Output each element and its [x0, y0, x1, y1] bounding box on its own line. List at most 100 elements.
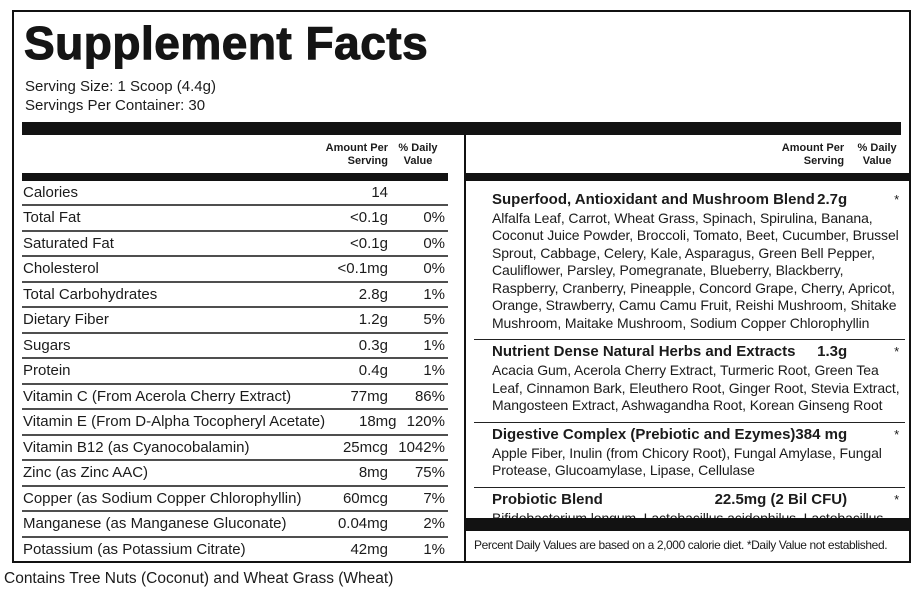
table-row: Vitamin C (From Acerola Cherry Extract) 7…	[22, 382, 448, 409]
blend-dv-asterisk: *	[894, 191, 900, 207]
nutrient-dv: 86%	[414, 387, 445, 405]
nutrient-amount: 60mcg	[342, 489, 388, 507]
nutrient-dv: 0%	[423, 209, 445, 227]
daily-value-footnote: Percent Daily Values are based on a 2,00…	[474, 538, 888, 552]
table-row: Calories 14	[22, 181, 448, 205]
nutrient-dv: 1042%	[398, 438, 445, 456]
nutrient-dv: 1%	[423, 336, 445, 354]
nutrient-name: Vitamin E (From D-Alpha Tocopheryl Aceta…	[23, 413, 326, 431]
table-row: Sugars 0.3g 1%	[22, 331, 448, 358]
blend-dv-asterisk: *	[894, 491, 900, 507]
daily-value-header: % Daily Value	[857, 141, 897, 167]
nutrient-amount: <0.1g	[350, 234, 388, 252]
nutrient-dv: 0%	[423, 260, 445, 278]
nutrient-name: Copper (as Sodium Copper Chlorophyllin)	[23, 489, 302, 507]
nutrient-amount: 42mg	[350, 540, 388, 558]
blend-ingredients: Acacia Gum, Acerola Cherry Extract, Turm…	[492, 362, 900, 414]
nutrient-rows: Calories 14 Total Fat <0.1g 0% Saturated Fa…	[22, 181, 448, 561]
serving-size: Serving Size: 1 Scoop (4.4g)	[25, 77, 216, 95]
table-row: Total Fat <0.1g 0%	[22, 204, 448, 230]
blend-ingredients: Apple Fiber, Inulin (from Chicory Root),…	[492, 444, 882, 479]
allergen-statement: Contains Tree Nuts (Coconut) and Wheat G…	[4, 570, 394, 587]
blend-section: Digestive Complex (Prebiotic and Ezymes)…	[474, 423, 906, 488]
blend-name: Probiotic Blend	[492, 490, 603, 508]
table-row: Zinc (as Zinc AAC) 8mg 75%	[22, 459, 448, 485]
nutrient-name: Total Carbohydrates	[23, 285, 158, 303]
left-column-header: Amount Per Serving % Daily Value	[22, 135, 448, 173]
nutrient-dv: 5%	[423, 311, 445, 329]
blend-section: Superfood, Antioxidant and Mushroom Blen…	[474, 188, 906, 341]
table-row: Vitamin B12 (as Cyanocobalamin) 25mcg 1042…	[22, 433, 448, 460]
facts-columns: Amount Per Serving % Daily Value Calorie…	[22, 134, 911, 561]
table-row: Total Carbohydrates 2.8g 1%	[22, 280, 448, 307]
nutrient-dv: 1%	[423, 540, 445, 558]
page-title: Supplement Facts	[23, 17, 429, 69]
blend-name: Superfood, Antioxidant and Mushroom Blen…	[492, 190, 815, 208]
blend-amount: 2.7g	[817, 190, 848, 208]
nutrient-name: Vitamin C (From Acerola Cherry Extract)	[23, 387, 292, 405]
nutrient-name: Calories	[23, 183, 79, 201]
nutrient-amount: 2.8g	[358, 285, 388, 303]
nutrient-amount: 25mcg	[342, 438, 388, 456]
right-column-header: Amount Per Serving % Daily Value	[466, 135, 910, 173]
blend-amount: 1.3g	[817, 343, 848, 361]
blend-amount: 22.5mg (2 Bil CFU)	[714, 490, 848, 508]
table-row: Potassium (as Potassium Citrate) 42mg 1%	[22, 535, 448, 562]
nutrient-name: Zinc (as Zinc AAC)	[23, 464, 149, 482]
nutrient-amount: 0.4g	[358, 362, 388, 380]
nutrient-amount: 14	[371, 183, 388, 201]
blend-section: Nutrient Dense Natural Herbs and Extract…	[474, 340, 906, 423]
nutrient-amount: 8mg	[358, 464, 388, 482]
nutrient-name: Manganese (as Manganese Gluconate)	[23, 515, 287, 533]
nutrient-name: Total Fat	[23, 209, 81, 227]
nutrient-dv: 1%	[423, 362, 445, 380]
table-row: Protein 0.4g 1%	[22, 357, 448, 383]
nutrient-amount: 0.04mg	[337, 515, 388, 533]
blend-sections: Superfood, Antioxidant and Mushroom Blen…	[466, 181, 910, 518]
nutrient-dv: 7%	[423, 489, 445, 507]
right-header-divider-bar	[466, 172, 911, 181]
table-row: Copper (as Sodium Copper Chlorophyllin) 6…	[22, 484, 448, 511]
amount-per-serving-header: Amount Per Serving	[781, 141, 845, 167]
nutrient-name: Potassium (as Potassium Citrate)	[23, 540, 246, 558]
blend-ingredients: Bifidobacterium longum, Lactobacillus ac…	[492, 509, 884, 518]
nutrient-table: Amount Per Serving % Daily Value Calorie…	[22, 135, 448, 561]
nutrient-amount: 18mg	[358, 413, 397, 431]
nutrient-dv: 75%	[414, 464, 445, 482]
table-row: Manganese (as Manganese Gluconate) 0.04mg…	[22, 510, 448, 536]
nutrient-amount: <0.1mg	[337, 260, 388, 278]
nutrient-name: Vitamin B12 (as Cyanocobalamin)	[23, 438, 250, 456]
nutrient-name: Dietary Fiber	[23, 311, 109, 329]
supplement-facts-panel: Supplement Facts Serving Size: 1 Scoop (…	[12, 10, 911, 563]
blends-panel: Amount Per Serving % Daily Value Superfo…	[464, 134, 918, 561]
nutrient-amount: 77mg	[350, 387, 388, 405]
blend-dv-asterisk: *	[894, 426, 900, 442]
blend-name: Nutrient Dense Natural Herbs and Extract…	[492, 343, 796, 361]
table-row: Vitamin E (From D-Alpha Tocopheryl Aceta…	[22, 408, 448, 434]
blend-section: Probiotic Blend 22.5mg (2 Bil CFU) * Bif…	[474, 488, 905, 518]
servings-per-container: Servings Per Container: 30	[25, 96, 206, 114]
nutrient-dv: 120%	[406, 413, 445, 431]
blend-ingredients: Alfalfa Leaf, Carrot, Wheat Grass, Spina…	[492, 209, 899, 331]
table-row: Dietary Fiber 1.2g 5%	[22, 306, 448, 332]
top-divider-bar	[22, 121, 901, 135]
daily-value-header: % Daily Value	[398, 141, 438, 167]
table-row: Saturated Fat <0.1g 0%	[22, 229, 448, 256]
blend-dv-asterisk: *	[894, 344, 900, 360]
blend-amount: 384 mg	[795, 425, 848, 443]
blend-name: Digestive Complex (Prebiotic and Ezymes)	[492, 425, 796, 443]
nutrient-name: Sugars	[23, 336, 71, 354]
nutrient-amount: 0.3g	[358, 336, 388, 354]
footnote-divider-bar	[466, 518, 911, 531]
nutrient-dv: 2%	[423, 515, 445, 533]
amount-per-serving-header: Amount Per Serving	[325, 141, 388, 167]
nutrient-dv: 0%	[423, 234, 445, 252]
nutrient-name: Protein	[23, 362, 71, 380]
nutrient-name: Cholesterol	[23, 260, 99, 278]
nutrient-amount: 1.2g	[358, 311, 388, 329]
nutrient-dv: 1%	[423, 285, 445, 303]
table-row: Cholesterol <0.1mg 0%	[22, 255, 448, 281]
nutrient-amount: <0.1g	[350, 209, 388, 227]
nutrient-name: Saturated Fat	[23, 234, 114, 252]
left-header-divider-bar	[22, 172, 448, 181]
